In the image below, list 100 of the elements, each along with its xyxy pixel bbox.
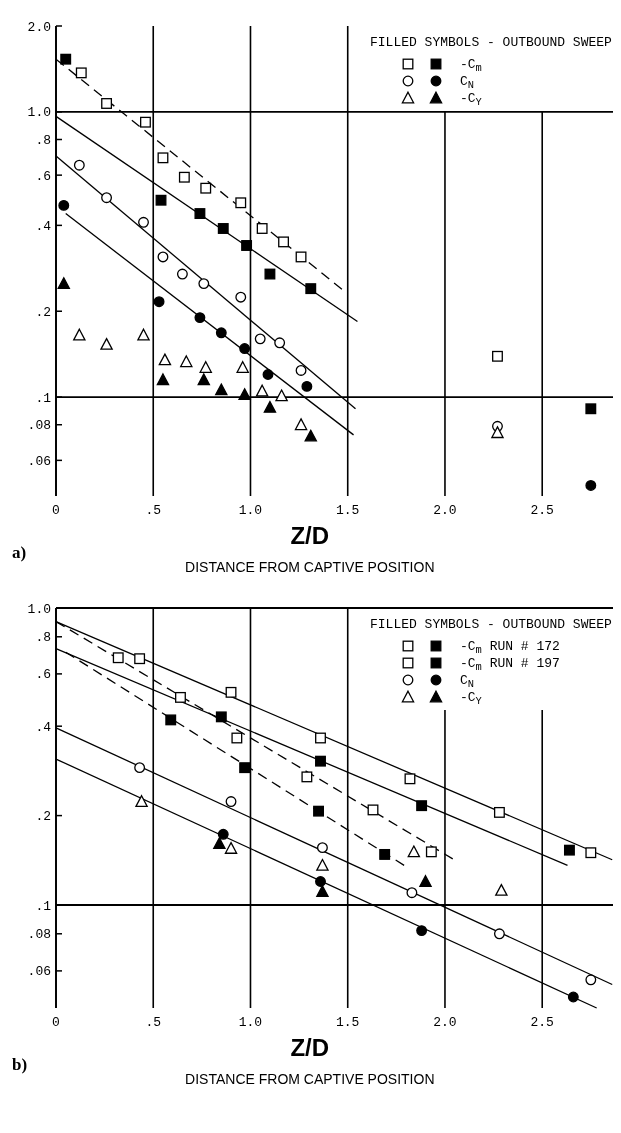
point (313, 805, 324, 817)
point (199, 361, 212, 373)
point (239, 343, 251, 354)
point (235, 291, 247, 303)
point (419, 875, 432, 887)
point (200, 182, 212, 194)
legend-label: -C$_{m}$ (460, 57, 482, 74)
point (60, 53, 72, 65)
point (407, 845, 421, 858)
x-tick-label: 2.5 (530, 1015, 554, 1030)
point (316, 858, 329, 871)
point (492, 350, 503, 362)
point (140, 116, 151, 128)
point (217, 828, 229, 840)
point (157, 152, 169, 164)
point (301, 771, 313, 783)
point (239, 762, 251, 774)
x-axis-title: Z/D (290, 522, 330, 549)
y-tick-label: .6 (35, 667, 51, 683)
point (213, 837, 226, 850)
point (157, 251, 169, 263)
y-tick-label: .4 (35, 719, 52, 735)
y-tick-label: 1.0 (27, 105, 51, 121)
y-tick-label: .1 (35, 898, 52, 914)
point (155, 194, 167, 206)
point (57, 277, 71, 290)
point (225, 686, 237, 698)
point (231, 732, 243, 744)
point (158, 353, 172, 366)
point (425, 846, 437, 858)
x-tick-label: 0 (52, 503, 60, 518)
x-tick-label: .5 (145, 1015, 162, 1030)
y-tick-label: .2 (35, 809, 51, 825)
point (156, 373, 170, 386)
x-tick-label: 0 (52, 1015, 60, 1030)
point (135, 795, 148, 808)
point (255, 384, 269, 397)
x-axis-title: Z/D (290, 1034, 330, 1061)
legend-label: -C$_{m}$ RUN # 197 (460, 656, 560, 673)
point (75, 67, 87, 79)
point (315, 876, 326, 887)
point (315, 732, 326, 744)
point (262, 369, 274, 380)
point (134, 653, 146, 665)
point (367, 804, 379, 816)
point (236, 361, 249, 373)
point (567, 991, 579, 1003)
point (301, 380, 313, 392)
x-tick-label: 1.0 (238, 1015, 263, 1030)
point (491, 426, 504, 439)
point (585, 403, 597, 415)
point (254, 333, 266, 345)
text: b) (12, 1055, 28, 1074)
point (112, 652, 124, 664)
point (406, 887, 418, 899)
point (379, 848, 391, 860)
point (165, 714, 177, 726)
legend-label: -C$_{m}$ RUN # 172 (460, 639, 560, 656)
point (316, 885, 329, 897)
point (134, 762, 146, 774)
y-tick-label: .4 (35, 218, 52, 234)
point (304, 429, 318, 442)
y-tick-label: .06 (27, 964, 51, 980)
x-tick-label: 2.0 (433, 503, 457, 518)
point (263, 400, 277, 413)
point (264, 268, 276, 280)
point (73, 328, 86, 341)
point (194, 208, 206, 220)
point (316, 842, 328, 854)
point (215, 327, 227, 339)
x-tick-label: 1.5 (336, 1015, 360, 1030)
legend-title: FILLED SYMBOLS - OUTBOUND SWEEP (370, 35, 613, 50)
point (138, 216, 149, 228)
legend-label: C$_{N}$ (460, 673, 475, 690)
point (238, 388, 251, 401)
point (100, 337, 113, 350)
y-tick-label: .08 (27, 418, 51, 434)
point (563, 844, 575, 856)
text: a) (12, 543, 27, 562)
point (256, 223, 268, 234)
point (215, 383, 228, 396)
point (180, 355, 193, 368)
point (101, 192, 113, 204)
y-tick-label: .1 (35, 390, 52, 406)
point (416, 800, 428, 812)
x-tick-label: 2.5 (530, 503, 554, 518)
point (404, 773, 416, 785)
point (315, 755, 326, 767)
point (585, 974, 597, 986)
y-tick-label: .6 (35, 168, 51, 184)
point (73, 159, 85, 171)
point (493, 806, 505, 818)
point (153, 296, 165, 308)
point (137, 328, 150, 341)
point (241, 240, 253, 251)
point (58, 199, 70, 211)
point (278, 236, 289, 248)
legend-title: FILLED SYMBOLS - OUTBOUND SWEEP (370, 617, 613, 632)
point (225, 796, 237, 807)
point (305, 283, 317, 295)
